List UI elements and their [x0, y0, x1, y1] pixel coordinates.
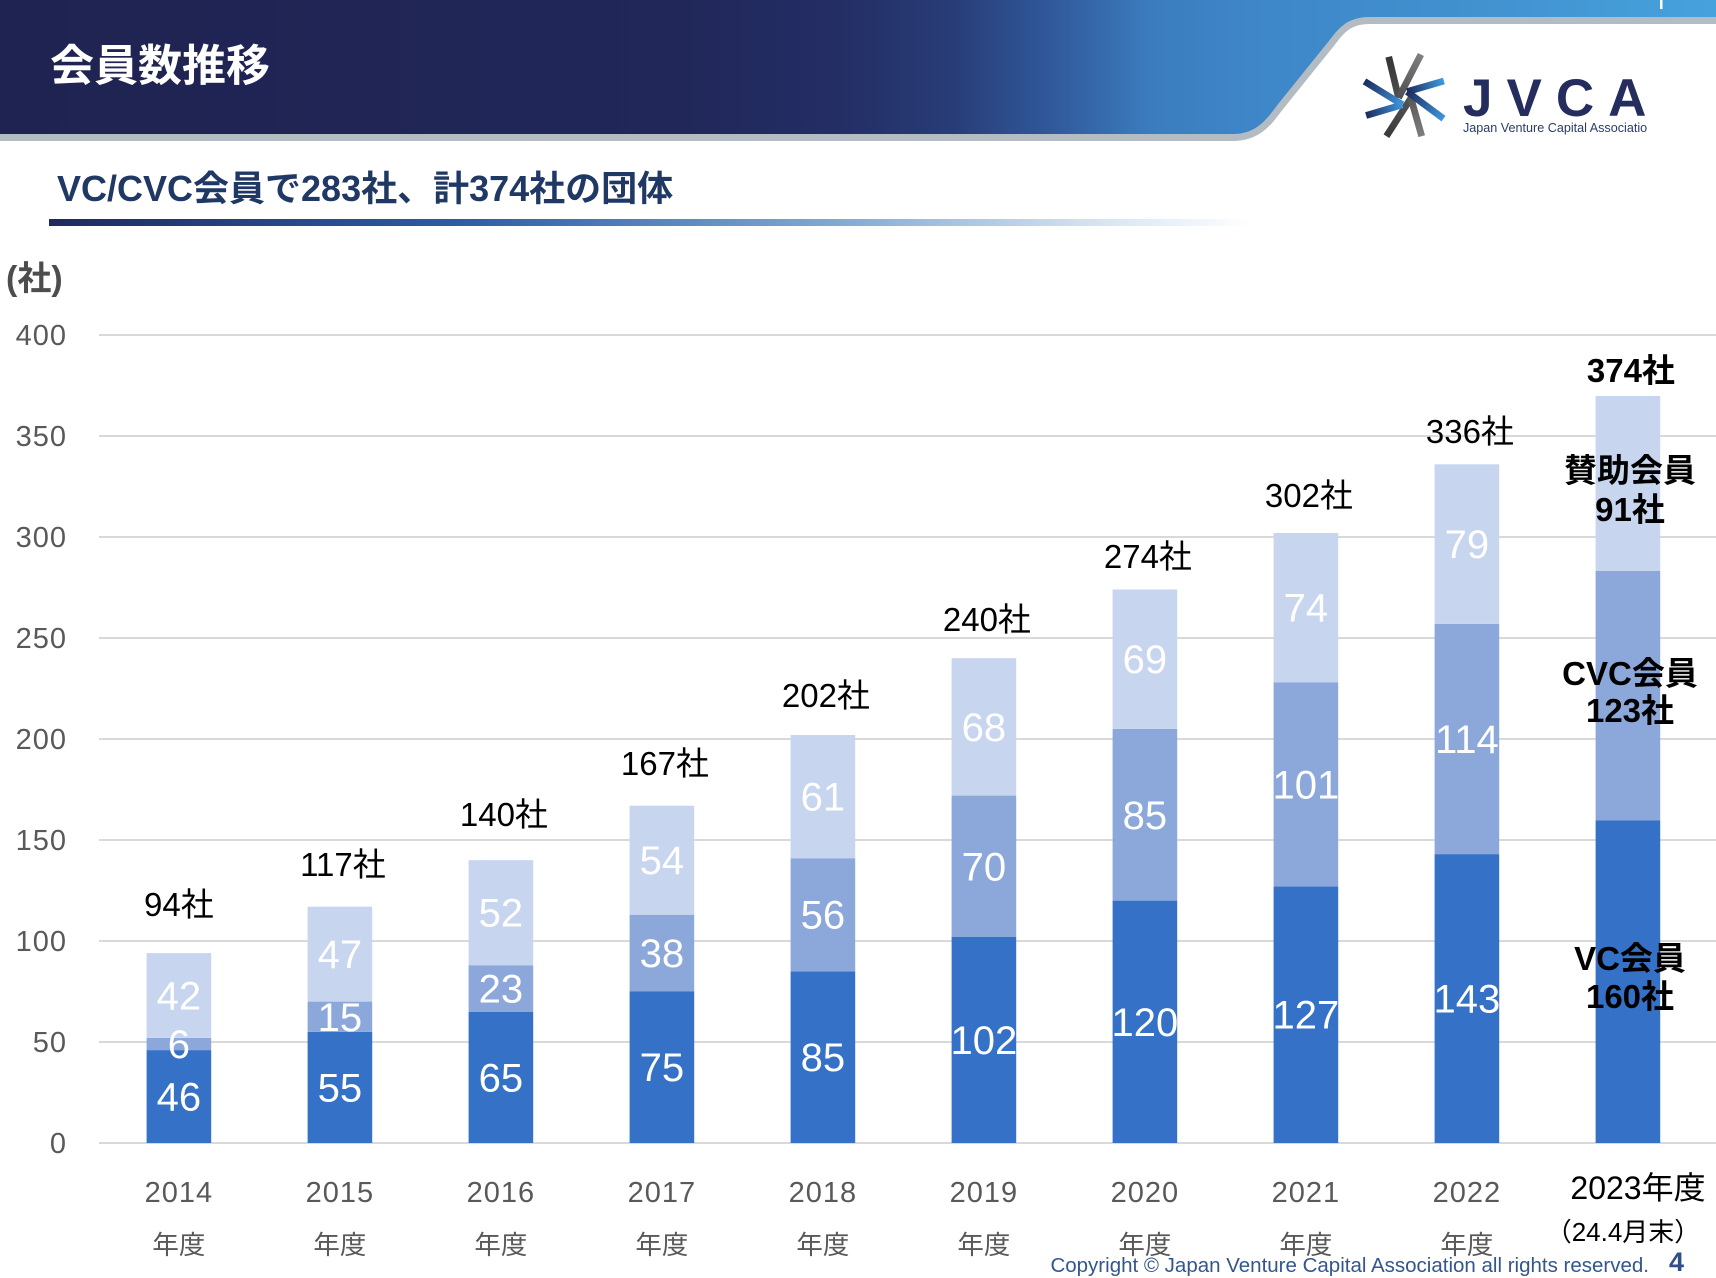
svg-text:55: 55: [318, 1067, 363, 1111]
svg-text:350: 350: [16, 421, 67, 453]
svg-text:2014: 2014: [145, 1177, 214, 1209]
svg-text:47: 47: [318, 933, 363, 977]
svg-text:140社: 140社: [460, 796, 548, 833]
svg-text:94社: 94社: [144, 886, 214, 923]
svg-text:0: 0: [50, 1128, 67, 1160]
svg-text:117社: 117社: [300, 846, 386, 883]
svg-text:61: 61: [801, 776, 846, 820]
svg-text:70: 70: [962, 845, 1007, 889]
svg-text:123社: 123社: [1586, 692, 1674, 729]
svg-text:50: 50: [33, 1027, 67, 1059]
svg-text:102: 102: [951, 1019, 1018, 1063]
svg-text:143: 143: [1434, 978, 1501, 1022]
svg-text:年度: 年度: [1440, 1230, 1493, 1260]
svg-text:46: 46: [157, 1076, 202, 1120]
svg-text:年度: 年度: [957, 1230, 1010, 1260]
svg-text:91社: 91社: [1595, 491, 1665, 528]
svg-text:CVC会員: CVC会員: [1562, 655, 1698, 692]
svg-text:79: 79: [1445, 523, 1490, 567]
svg-text:年度: 年度: [474, 1230, 527, 1260]
svg-text:127: 127: [1273, 994, 1340, 1038]
svg-text:2019: 2019: [950, 1177, 1019, 1209]
svg-text:120: 120: [1112, 1001, 1179, 1045]
svg-text:2017: 2017: [628, 1177, 697, 1209]
svg-text:6: 6: [168, 1023, 190, 1067]
svg-text:年度: 年度: [1279, 1230, 1332, 1260]
svg-text:302社: 302社: [1265, 477, 1353, 514]
svg-text:年度: 年度: [635, 1230, 688, 1260]
svg-text:336社: 336社: [1426, 413, 1514, 450]
svg-text:56: 56: [801, 894, 846, 938]
svg-text:年度: 年度: [1118, 1230, 1171, 1260]
svg-text:65: 65: [479, 1056, 524, 1100]
svg-text:114: 114: [1435, 718, 1499, 762]
svg-text:85: 85: [1123, 794, 1168, 838]
svg-text:VC会員: VC会員: [1574, 940, 1686, 977]
svg-text:54: 54: [640, 839, 685, 883]
svg-text:15: 15: [318, 996, 363, 1040]
svg-text:100: 100: [16, 926, 67, 958]
svg-text:150: 150: [16, 825, 67, 857]
svg-text:年度: 年度: [152, 1230, 205, 1260]
svg-text:（24.4月末）: （24.4月末）: [1546, 1217, 1701, 1247]
svg-text:274社: 274社: [1104, 538, 1192, 575]
svg-text:68: 68: [962, 706, 1007, 750]
svg-text:160社: 160社: [1586, 978, 1674, 1015]
svg-text:200: 200: [16, 724, 67, 756]
svg-text:74: 74: [1284, 587, 1329, 631]
svg-text:300: 300: [16, 522, 67, 554]
svg-text:75: 75: [640, 1046, 685, 1090]
svg-text:2015: 2015: [306, 1177, 375, 1209]
svg-text:Japan Venture Capital Associat: Japan Venture Capital Associatio: [1463, 121, 1647, 135]
svg-text:85: 85: [801, 1036, 846, 1080]
svg-text:38: 38: [640, 932, 685, 976]
svg-text:年度: 年度: [796, 1230, 849, 1260]
svg-text:賛助会員: 賛助会員: [1564, 452, 1696, 489]
svg-text:400: 400: [16, 320, 67, 352]
svg-text:374社: 374社: [1587, 352, 1675, 389]
svg-text:2016: 2016: [467, 1177, 536, 1209]
svg-text:69: 69: [1123, 638, 1168, 682]
svg-text:202社: 202社: [782, 677, 870, 714]
svg-text:JVCA: JVCA: [1463, 69, 1660, 128]
svg-text:2020: 2020: [1111, 1177, 1180, 1209]
svg-text:250: 250: [16, 623, 67, 655]
svg-text:42: 42: [157, 975, 202, 1019]
svg-text:52: 52: [479, 892, 524, 936]
svg-text:2023年度: 2023年度: [1570, 1170, 1705, 1206]
svg-text:240社: 240社: [943, 601, 1031, 638]
svg-text:2018: 2018: [789, 1177, 858, 1209]
svg-text:23: 23: [479, 968, 524, 1012]
svg-text:年度: 年度: [313, 1230, 366, 1260]
svg-text:2021: 2021: [1272, 1177, 1341, 1209]
svg-text:101: 101: [1273, 764, 1340, 808]
svg-text:2022: 2022: [1433, 1177, 1502, 1209]
svg-text:167社: 167社: [621, 745, 709, 782]
